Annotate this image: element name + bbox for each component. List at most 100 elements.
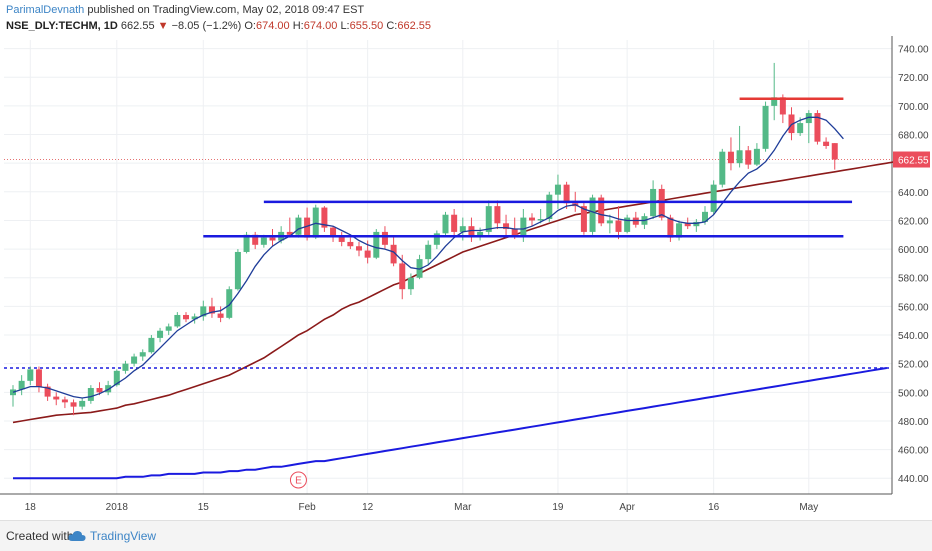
ohlc-line: NSE_DLY:TECHM, 1D 662.55 ▼ −8.05 (−1.2%)… [6, 20, 431, 32]
candle-body [520, 217, 527, 237]
candle-body [693, 221, 700, 227]
x-tick-label: 2018 [106, 502, 129, 513]
price-chart[interactable]: 440.00 460.00 480.00 500.00 520.00 540.00 560.… [0, 36, 932, 520]
candle-body [831, 143, 838, 160]
symbol-label: NSE_DLY:TECHM, 1D [6, 20, 118, 32]
open-label: O: [244, 20, 256, 32]
y-tick-label: 700.00 [898, 102, 929, 113]
candle-body [710, 184, 717, 212]
candle-body [771, 97, 778, 106]
candle-body [191, 316, 198, 320]
high-value: 674.00 [303, 20, 338, 32]
candle-body [96, 388, 103, 393]
earnings-event-marker [289, 471, 307, 489]
y-tick-label: 440.00 [898, 474, 929, 485]
candle-body [200, 306, 207, 317]
candle-body [35, 369, 42, 387]
candle-body [269, 237, 276, 241]
candle-body [433, 233, 440, 245]
candle-body [719, 151, 726, 185]
candle-body [546, 194, 553, 220]
y-tick-label: 560.00 [898, 302, 929, 313]
y-tick-label: 640.00 [898, 188, 929, 199]
price-tag-bg [893, 151, 930, 168]
candle-body [676, 223, 683, 238]
candle-body [44, 386, 51, 397]
tradingview-logo[interactable]: TradingView [68, 527, 156, 545]
x-tick-label: 18 [25, 502, 37, 513]
candle-body [684, 223, 691, 227]
close-label: C: [386, 20, 398, 32]
candle-body [511, 229, 518, 237]
created-with-text: Created with [6, 529, 74, 543]
candle-body [148, 337, 155, 353]
candle-body [217, 313, 224, 318]
candle-body [183, 314, 189, 320]
y-tick-label: 600.00 [898, 245, 929, 256]
candle-body [658, 188, 665, 218]
candle-body [321, 207, 328, 228]
candle-body [286, 231, 293, 235]
candle-body [347, 241, 354, 247]
ma-short-line [12, 116, 844, 399]
x-tick-label: 16 [708, 502, 720, 513]
candle-body [53, 396, 60, 400]
candle-body [390, 244, 397, 264]
candle-body [356, 246, 362, 251]
y-tick-label: 580.00 [898, 274, 929, 285]
cloud-icon [68, 530, 86, 541]
candle-body [451, 214, 458, 232]
candle-body [243, 234, 250, 252]
y-tick-label: 680.00 [898, 131, 929, 142]
change-value: −8.05 (−1.2%) [171, 20, 242, 32]
candle-body [477, 231, 484, 237]
candle-body [295, 217, 302, 235]
candle-body [122, 363, 129, 371]
candle-body [606, 220, 613, 224]
candle-body [87, 388, 94, 401]
candle-body [779, 97, 786, 115]
candle-body [823, 141, 830, 146]
candle-body [736, 150, 743, 164]
chart-area[interactable]: 440.00 460.00 480.00 500.00 520.00 540.00 560.… [0, 36, 932, 520]
candle-body [632, 217, 639, 225]
candle-body [373, 231, 380, 258]
candle-body [537, 219, 544, 221]
author-link[interactable]: ParimalDevnath [6, 4, 85, 16]
candle-body [485, 206, 492, 232]
candle-body [589, 197, 596, 232]
candle-body [79, 400, 86, 407]
published-text: published on TradingView.com, May 02, 20… [87, 4, 365, 16]
candle-body [330, 227, 337, 237]
candle-body [615, 220, 622, 232]
candle-body [234, 251, 241, 290]
open-value: 674.00 [256, 20, 290, 32]
candle-body [425, 244, 432, 260]
chart-header: ParimalDevnath published on TradingView.… [0, 0, 932, 36]
close-value: 662.55 [397, 20, 431, 32]
candle-body [494, 206, 501, 224]
candle-body [10, 389, 16, 396]
candle-body [407, 277, 414, 290]
candle-body [529, 217, 535, 221]
candle-body [797, 123, 804, 134]
candle-body [174, 314, 181, 327]
candle-body [762, 105, 769, 149]
y-tick-label: 540.00 [898, 331, 929, 342]
candle-body [139, 352, 146, 357]
x-tick-label: Apr [619, 502, 635, 513]
candle-body [113, 370, 120, 386]
earnings-event-label: E [295, 476, 302, 487]
candle-body [753, 148, 760, 165]
candle-body [312, 207, 319, 238]
candle-body [399, 263, 406, 290]
candle-body [226, 289, 233, 318]
ma-long-line [13, 367, 887, 480]
candle-body [131, 356, 138, 364]
x-tick-label: May [799, 502, 818, 513]
candle-body [624, 217, 631, 232]
candle-body [364, 250, 371, 258]
price-tag-label: 662.55 [898, 156, 929, 167]
y-tick-label: 620.00 [898, 216, 929, 227]
candle-body [18, 380, 25, 390]
